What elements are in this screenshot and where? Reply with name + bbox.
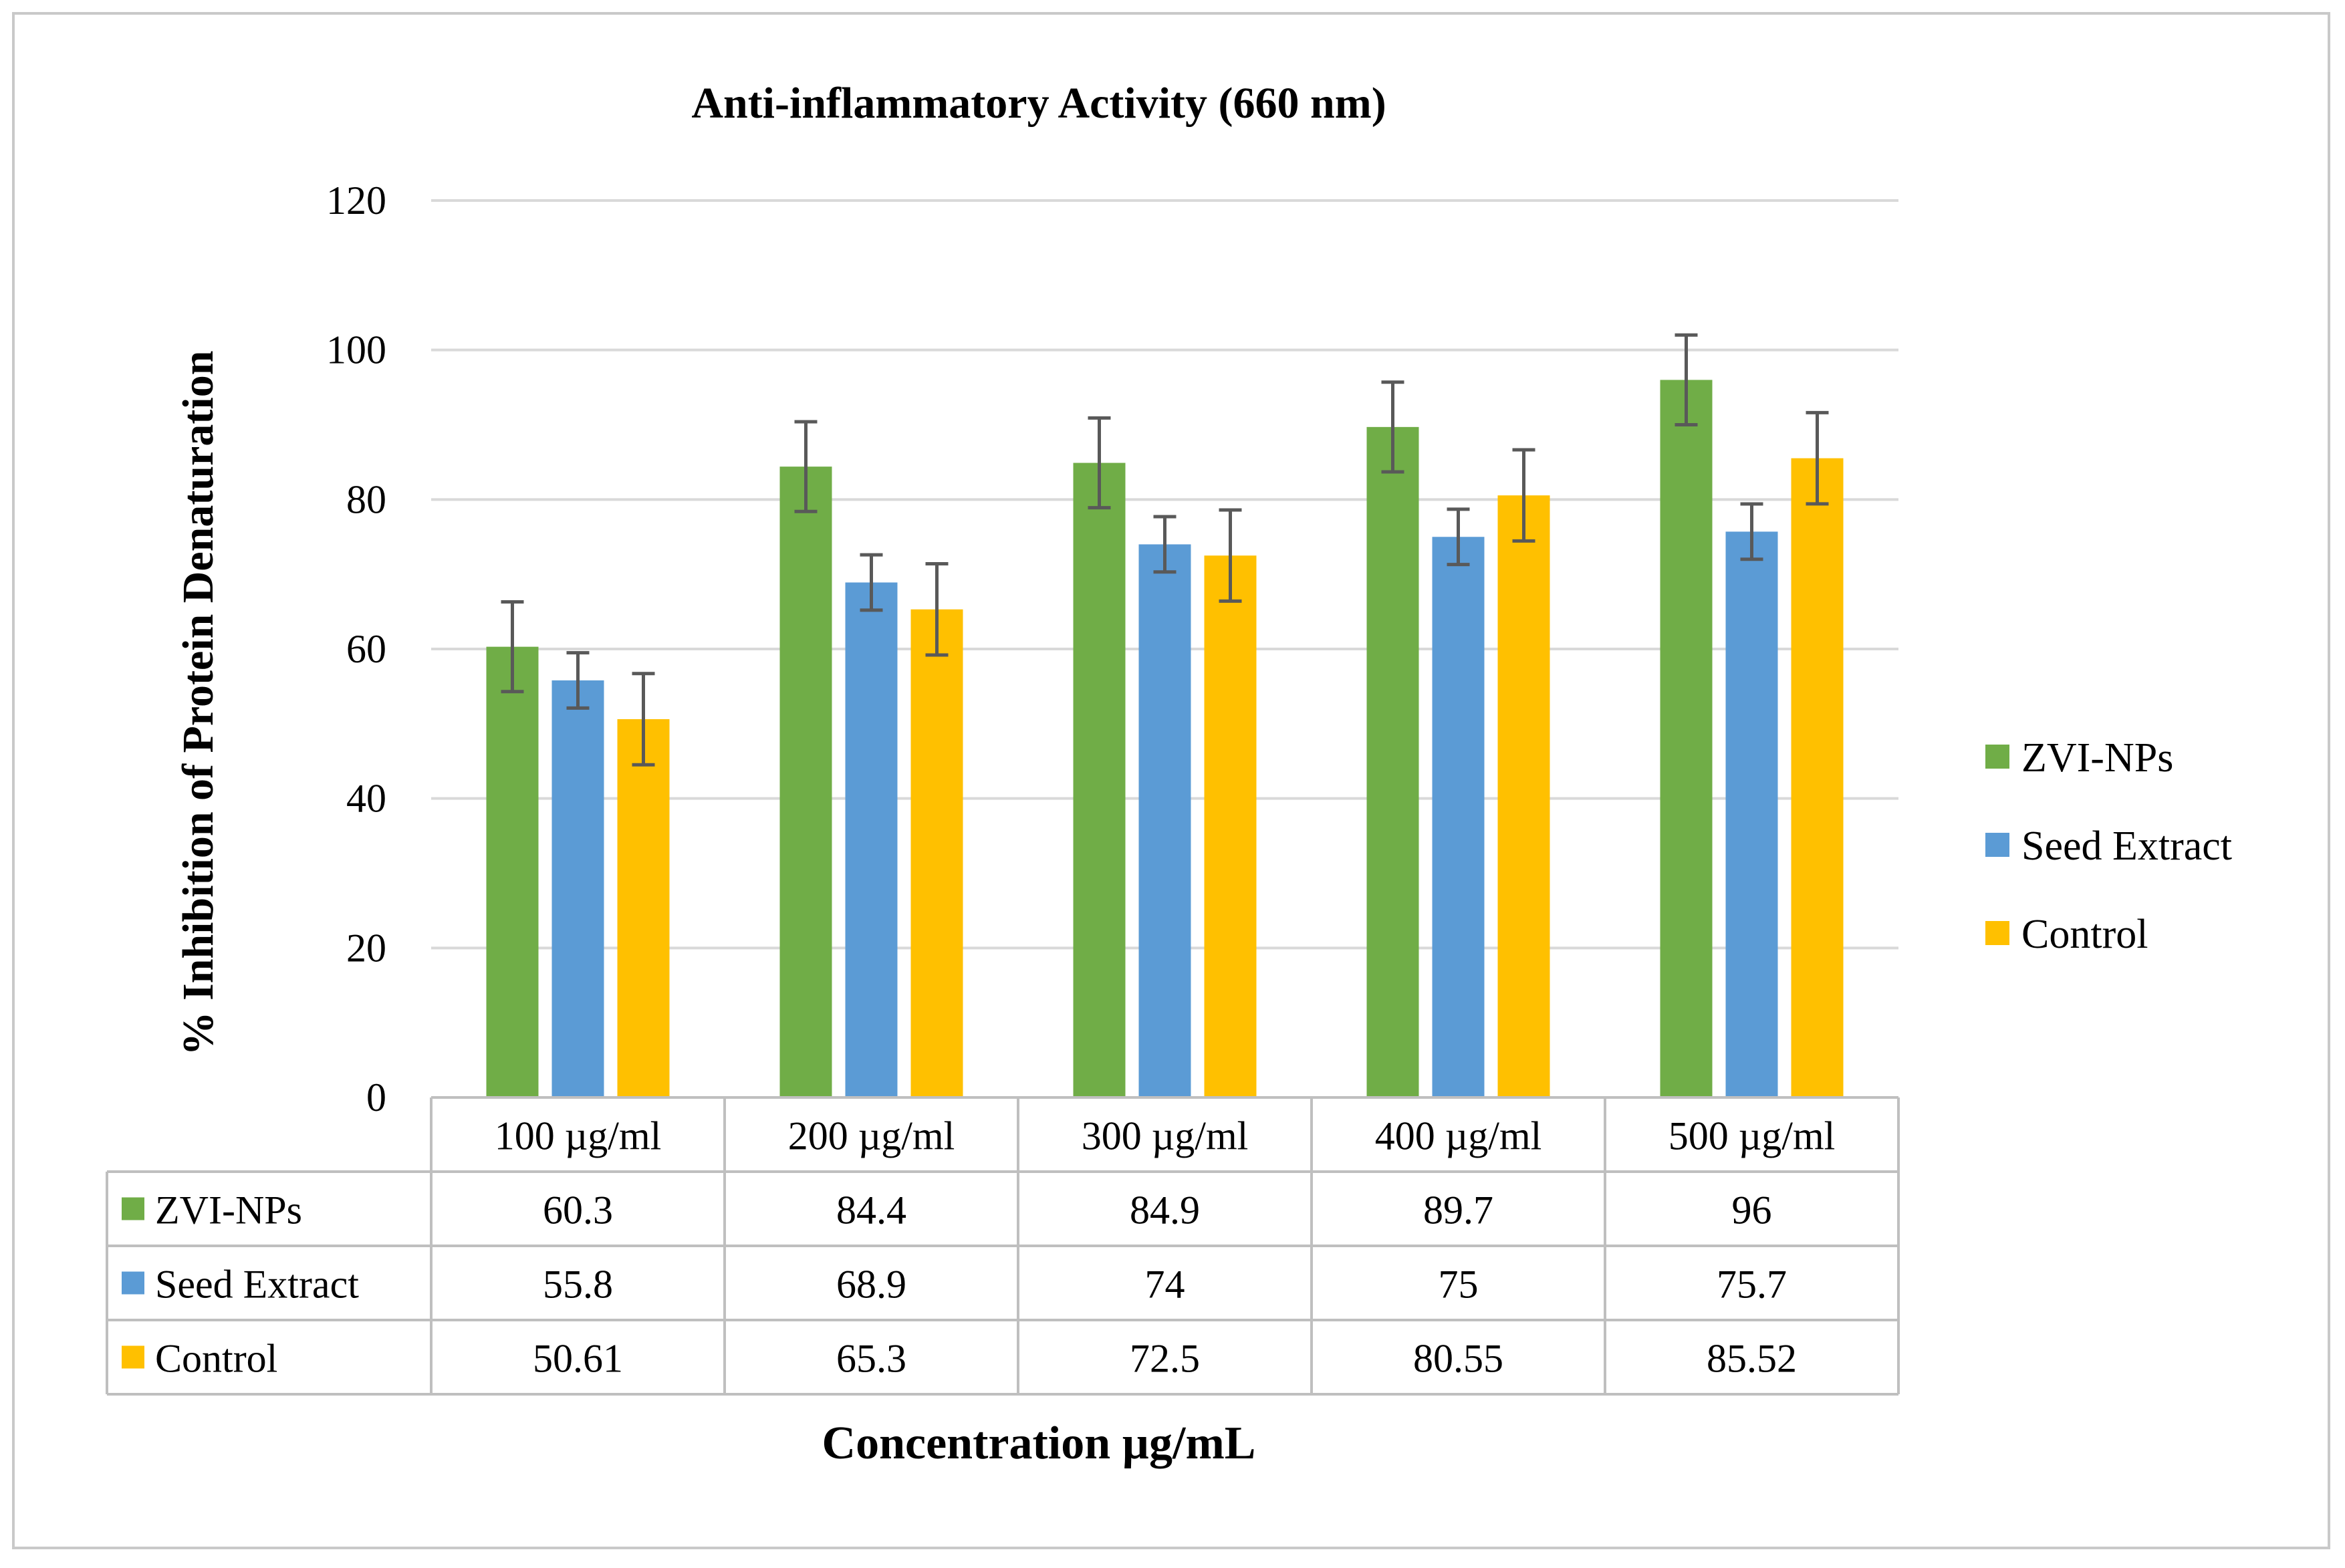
data-label: 68.9 — [836, 1263, 906, 1307]
bar — [1497, 495, 1550, 1097]
x-axis-label: Concentration µg/mL — [822, 1418, 1256, 1469]
table-row-label: ZVI-NPs — [155, 1188, 302, 1232]
data-label: 72.5 — [1130, 1337, 1200, 1381]
legend-label: Seed Extract — [2021, 823, 2232, 869]
table-row-label: Seed Extract — [155, 1263, 359, 1307]
x-tick-label: 200 µg/ml — [788, 1114, 955, 1158]
bar — [845, 582, 898, 1097]
y-tick-label: 100 — [326, 328, 386, 372]
table-legend-key — [122, 1271, 144, 1295]
bar — [1660, 380, 1713, 1097]
bar — [1138, 544, 1191, 1097]
y-tick-label: 40 — [346, 777, 386, 821]
error-bar — [925, 562, 949, 657]
bars — [486, 380, 1844, 1097]
error-bar — [566, 651, 590, 710]
data-label: 80.55 — [1413, 1337, 1503, 1381]
x-tick-label: 400 µg/ml — [1375, 1114, 1542, 1158]
table-legend-key — [122, 1345, 144, 1369]
error-bar — [1153, 515, 1177, 574]
bar — [486, 646, 539, 1097]
bar — [1791, 458, 1844, 1097]
data-label: 60.3 — [543, 1188, 613, 1232]
bar — [1725, 531, 1778, 1097]
bar — [1204, 555, 1257, 1097]
bar — [551, 680, 604, 1097]
y-tick-label: 0 — [366, 1075, 386, 1120]
x-tick-label: 100 µg/ml — [495, 1114, 662, 1158]
error-bars — [501, 333, 1829, 767]
y-tick-label: 60 — [346, 627, 386, 671]
y-tick-label: 20 — [346, 926, 386, 970]
bar — [910, 609, 963, 1097]
y-tick-labels: 0 20 40 60 80 100 120 — [326, 178, 386, 1120]
data-label: 65.3 — [836, 1337, 906, 1381]
error-bar — [632, 672, 655, 767]
table-row-label: Control — [155, 1337, 277, 1381]
data-label: 74 — [1145, 1263, 1185, 1307]
y-axis-label: % Inhibition of Protein Denaturation — [174, 351, 223, 1056]
legend-label: ZVI-NPs — [2021, 735, 2173, 781]
legend-label: Control — [2021, 912, 2148, 957]
legend-swatch — [1985, 921, 2009, 945]
error-bar — [1088, 416, 1111, 510]
error-bar — [1219, 508, 1242, 603]
bar — [779, 467, 832, 1097]
y-tick-label: 120 — [326, 178, 386, 223]
data-label: 50.61 — [533, 1337, 623, 1381]
error-bar — [860, 553, 883, 612]
data-label: 96 — [1732, 1188, 1772, 1232]
bar — [1432, 537, 1485, 1097]
gridlines — [431, 199, 1898, 950]
table-legend-key — [122, 1197, 144, 1220]
bar — [1366, 426, 1419, 1097]
data-label: 75.7 — [1717, 1263, 1787, 1307]
legend-swatch — [1985, 745, 2009, 769]
error-bar — [1806, 410, 1829, 506]
error-bar — [1447, 507, 1470, 567]
data-label: 84.9 — [1130, 1188, 1200, 1232]
error-bar — [1381, 380, 1404, 474]
chart-title: Anti-inflammatory Activity (660 nm) — [691, 79, 1386, 128]
data-table: 100 µg/ml 200 µg/ml 300 µg/ml 400 µg/ml 500 … — [106, 1096, 1900, 1396]
bar — [1073, 463, 1126, 1097]
data-label: 84.4 — [836, 1188, 906, 1232]
error-bar — [1740, 502, 1763, 561]
x-tick-label: 300 µg/ml — [1082, 1114, 1249, 1158]
data-label: 85.52 — [1707, 1337, 1797, 1381]
data-label: 55.8 — [543, 1263, 613, 1307]
legend-swatch — [1985, 833, 2009, 857]
error-bar — [501, 600, 524, 694]
error-bar — [1675, 333, 1698, 426]
x-tick-label: 500 µg/ml — [1669, 1114, 1836, 1158]
bar — [617, 719, 670, 1097]
error-bar — [794, 420, 818, 513]
error-bar — [1512, 448, 1535, 543]
data-label: 89.7 — [1423, 1188, 1493, 1232]
data-label: 75 — [1439, 1263, 1479, 1307]
legend: ZVI-NPs Seed Extract Control — [1985, 735, 2232, 957]
y-tick-label: 80 — [346, 477, 386, 521]
